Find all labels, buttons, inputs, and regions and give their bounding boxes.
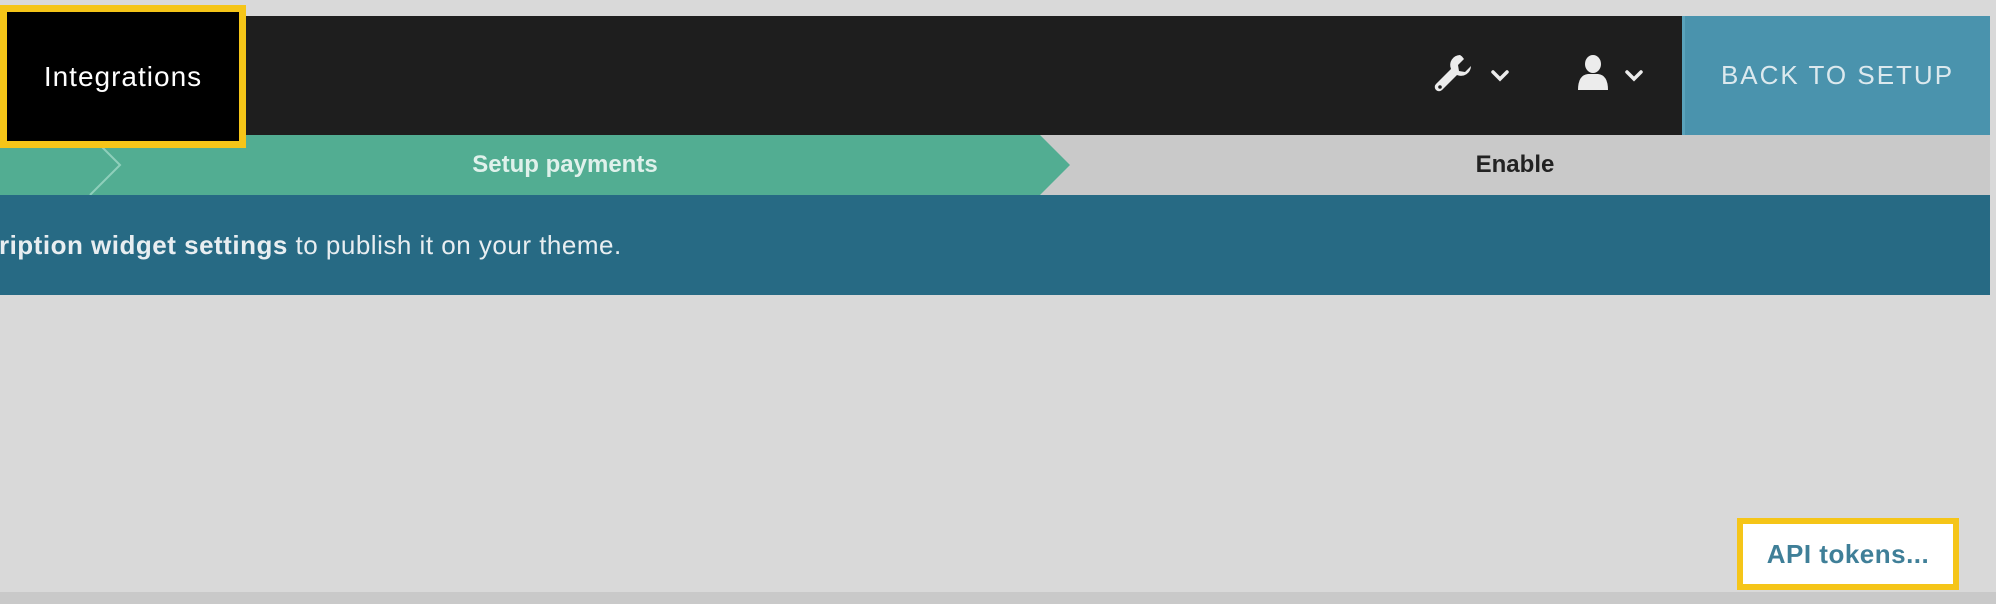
app-header <box>0 16 1990 135</box>
wrench-icon <box>1432 51 1476 100</box>
step-label-setup-payments[interactable]: Setup payments <box>472 151 658 178</box>
banner-text: to publish it on your theme. <box>287 229 622 260</box>
step-setup-payments <box>90 135 1070 195</box>
banner-bold-text[interactable]: cription widget settings <box>0 229 288 260</box>
steps-background <box>0 135 1990 195</box>
chevron-down-icon <box>1490 69 1510 83</box>
api-tokens-link[interactable]: API tokens... <box>1737 518 1959 590</box>
top-border <box>0 0 1996 16</box>
banner-message: cription widget settings to publish it o… <box>0 230 622 261</box>
bottom-border <box>0 592 1996 604</box>
info-banner: cription widget settings to publish it o… <box>0 195 1990 295</box>
step-label-enable[interactable]: Enable <box>1475 151 1555 178</box>
chevron-down-icon <box>1624 69 1644 83</box>
user-menu[interactable] <box>1576 16 1644 135</box>
step-previous <box>0 135 120 195</box>
back-to-setup-button[interactable]: BACK TO SETUP <box>1682 16 1990 135</box>
user-icon <box>1576 54 1610 97</box>
progress-steps: Setup payments Enable <box>0 135 1990 195</box>
tools-menu[interactable] <box>1432 16 1510 135</box>
integrations-tab[interactable]: Integrations <box>0 5 246 148</box>
